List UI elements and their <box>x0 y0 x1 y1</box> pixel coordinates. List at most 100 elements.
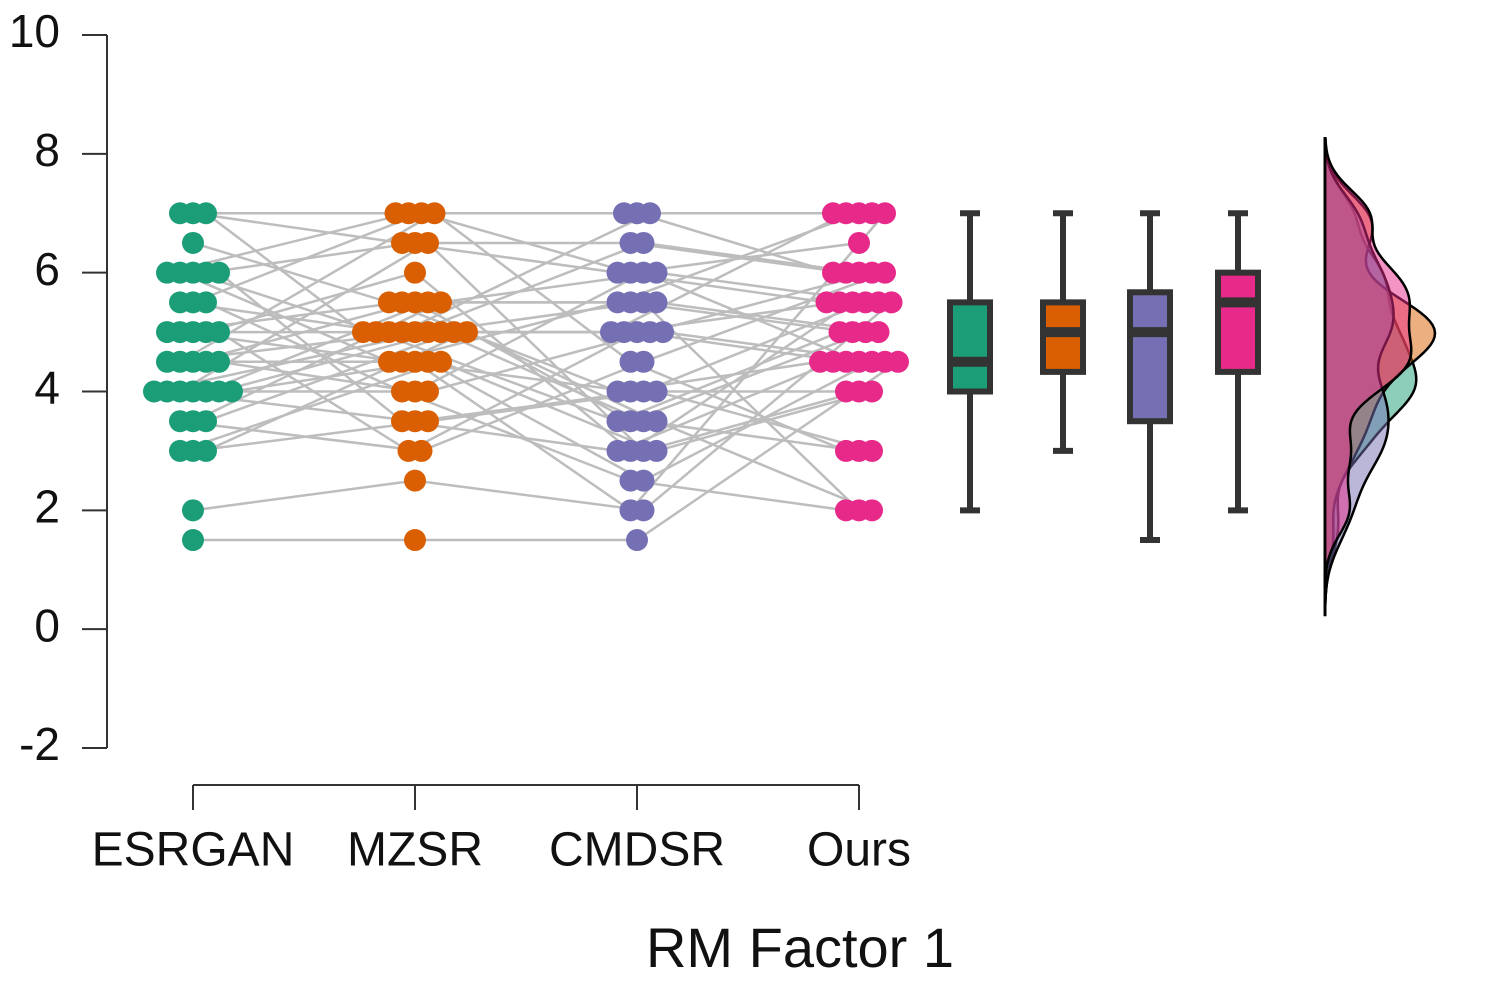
point <box>417 231 439 254</box>
point <box>430 291 452 314</box>
paired-line <box>656 390 873 453</box>
paired-line <box>192 479 416 512</box>
box <box>1215 269 1261 375</box>
x-tick-label: MZSR <box>347 824 483 877</box>
point <box>182 529 204 552</box>
paired-line <box>643 419 860 453</box>
paired-line <box>466 330 658 423</box>
y-tick-label: 2 <box>34 480 60 532</box>
point <box>639 202 661 225</box>
point <box>456 321 478 344</box>
point <box>632 350 655 373</box>
paired-line <box>414 479 644 512</box>
paired-line <box>401 390 631 482</box>
point <box>423 202 446 225</box>
paired-line <box>153 330 429 393</box>
point <box>208 350 230 373</box>
box <box>1127 289 1173 425</box>
point <box>645 261 668 284</box>
y-tick-label: 4 <box>34 362 60 414</box>
point <box>861 499 883 522</box>
paired-line <box>656 420 873 512</box>
point <box>861 380 883 403</box>
y-tick-label: 6 <box>34 243 60 295</box>
paired-line <box>643 301 866 393</box>
point <box>404 469 426 492</box>
paired-line <box>630 479 847 512</box>
point <box>652 321 674 344</box>
point <box>410 439 433 462</box>
y-tick-label: 8 <box>34 124 60 176</box>
point <box>874 261 896 284</box>
paired-line <box>218 360 416 393</box>
paired-line <box>414 241 644 334</box>
point <box>195 202 217 225</box>
point <box>221 380 243 403</box>
density <box>1323 137 1413 587</box>
paired-lines <box>153 212 899 542</box>
paired-line <box>192 212 422 304</box>
point <box>182 499 204 522</box>
point <box>632 231 655 254</box>
paired-line <box>433 212 632 363</box>
x-tick-label: ESRGAN <box>92 824 295 877</box>
x-axis-label: RM Factor 1 <box>646 916 954 979</box>
paired-line <box>205 301 429 393</box>
point <box>195 439 217 462</box>
paired-line <box>643 271 886 363</box>
point <box>208 261 230 284</box>
paired-line <box>427 360 645 482</box>
paired-line <box>440 330 645 423</box>
paired-line <box>421 360 644 453</box>
paired-line <box>192 301 416 363</box>
point <box>645 439 668 462</box>
point <box>182 231 204 254</box>
paired-line <box>218 271 403 423</box>
y-tick-label: 0 <box>34 599 60 651</box>
box <box>947 299 993 395</box>
point <box>880 291 903 314</box>
point <box>430 350 452 373</box>
point <box>874 202 896 225</box>
point <box>645 291 668 314</box>
paired-line <box>617 330 840 423</box>
point <box>626 529 648 552</box>
y-tick-label: -2 <box>19 718 60 770</box>
point <box>848 231 870 254</box>
x-tick-label: Ours <box>807 824 911 877</box>
point <box>195 410 217 433</box>
paired-line <box>427 242 645 452</box>
paired-line <box>643 241 860 274</box>
y-tick-label: 10 <box>9 5 60 57</box>
paired-line <box>205 271 416 334</box>
point <box>195 291 217 314</box>
paired-line <box>205 212 364 334</box>
point <box>861 439 883 462</box>
paired-line <box>179 360 442 453</box>
paired-line <box>643 271 860 363</box>
x-tick-label: CMDSR <box>549 824 725 877</box>
point <box>208 321 230 344</box>
paired-line <box>642 301 860 512</box>
point <box>417 380 439 403</box>
point <box>645 410 668 433</box>
point <box>645 380 668 403</box>
paired-line <box>192 241 390 304</box>
point <box>632 499 655 522</box>
plot: -2 0 2 4 6 8 10 ESRGAN MZSR CMDSR Ours <box>9 5 1437 877</box>
paired-line <box>192 212 403 245</box>
point <box>632 469 655 492</box>
point <box>404 529 426 552</box>
point <box>404 261 426 284</box>
point <box>417 410 439 433</box>
paired-line <box>407 330 638 453</box>
paired-line <box>192 419 429 453</box>
point <box>867 321 890 344</box>
paired-line <box>630 360 847 453</box>
paired-line <box>642 360 873 482</box>
point <box>887 350 909 373</box>
paired-line <box>636 212 834 274</box>
box <box>1040 299 1086 375</box>
